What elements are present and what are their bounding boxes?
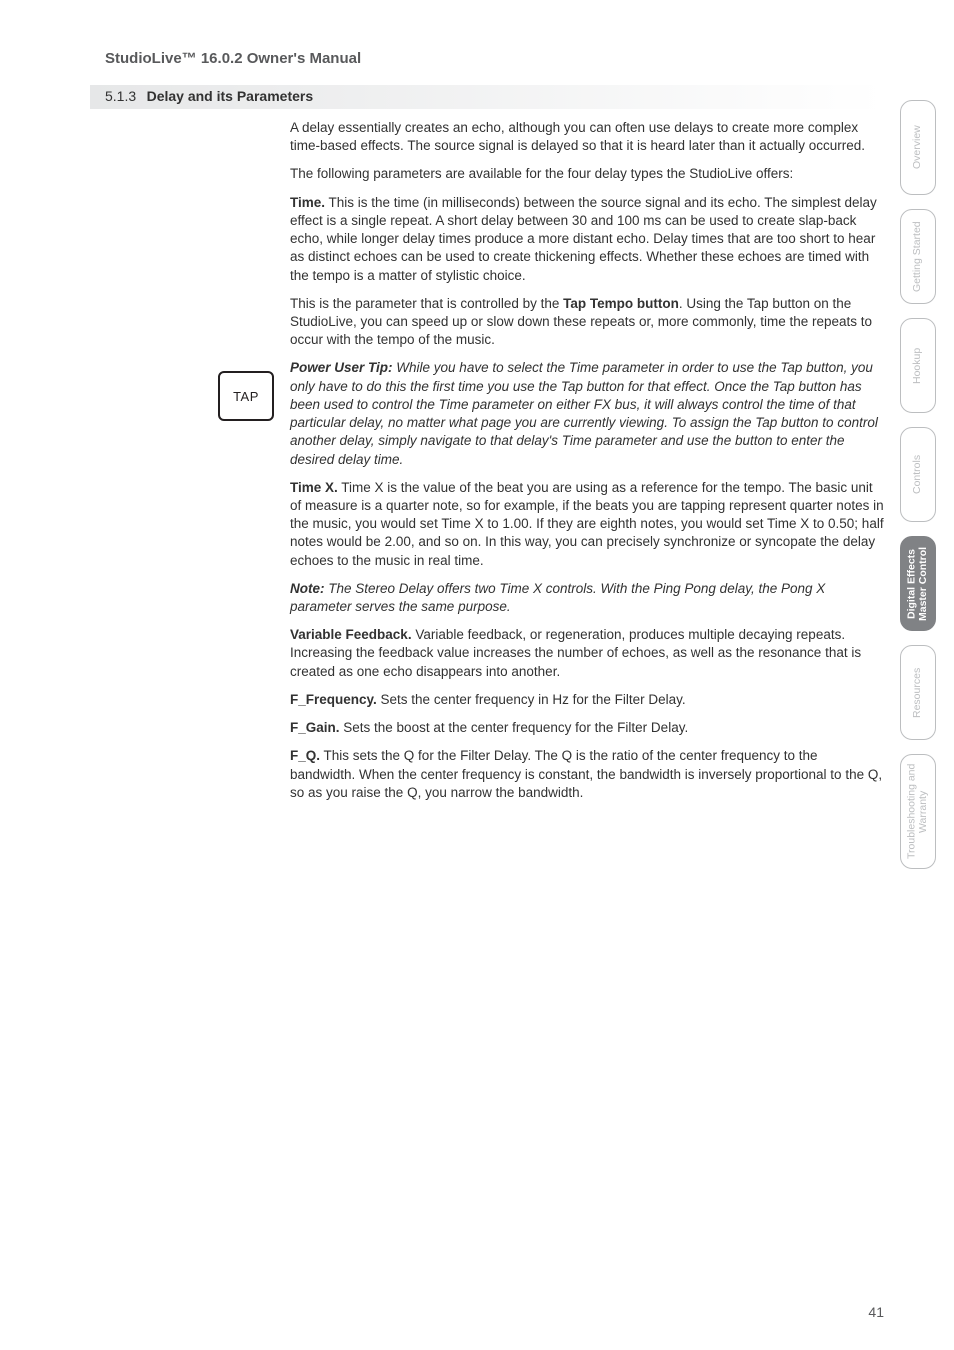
body-content: A delay essentially creates an echo, alt… [290,119,884,802]
tab-digital-effects[interactable]: Digital Effects Master Control [900,536,936,631]
fg-label: F_Gain. [290,720,340,735]
tab-resources[interactable]: Resources [900,645,936,740]
section-header: 5.1.3 Delay and its Parameters [90,85,884,109]
tab-controls[interactable]: Controls [900,427,936,522]
time-body: This is the time (in milliseconds) betwe… [290,195,877,283]
tap-button-label: TAP [233,389,259,404]
tap-button-graphic: TAP [218,371,274,421]
para-tip: Power User Tip: While you have to select… [290,359,884,468]
para-fg: F_Gain. Sets the boost at the center fre… [290,719,884,737]
ff-body: Sets the center frequency in Hz for the … [377,692,686,707]
note-label: Note: [290,581,325,596]
side-tabs: Overview Getting Started Hookup Controls… [900,100,936,869]
fg-body: Sets the boost at the center frequency f… [340,720,689,735]
para-note: Note: The Stereo Delay offers two Time X… [290,580,884,616]
para-fq: F_Q. This sets the Q for the Filter Dela… [290,747,884,802]
tab-overview[interactable]: Overview [900,100,936,195]
doc-header: StudioLive™ 16.0.2 Owner's Manual [105,50,884,67]
vf-label: Variable Feedback. [290,627,412,642]
para-params: The following parameters are available f… [290,165,884,183]
tab-troubleshooting[interactable]: Troubleshooting and Warranty [900,754,936,869]
tip-body: While you have to select the Time parame… [290,360,878,466]
tap-bold: Tap Tempo button [563,296,679,311]
tap-intro: This is the parameter that is controlled… [290,296,563,311]
page-number: 41 [868,1304,884,1320]
para-timex: Time X. Time X is the value of the beat … [290,479,884,570]
note-body: The Stereo Delay offers two Time X contr… [290,581,825,614]
para-ff: F_Frequency. Sets the center frequency i… [290,691,884,709]
fq-label: F_Q. [290,748,320,763]
tab-getting-started[interactable]: Getting Started [900,209,936,304]
para-vf: Variable Feedback. Variable feedback, or… [290,626,884,681]
section-title: Delay and its Parameters [147,88,314,104]
time-label: Time. [290,195,325,210]
section-number: 5.1.3 [105,88,136,104]
timex-label: Time X. [290,480,338,495]
tab-hookup[interactable]: Hookup [900,318,936,413]
para-intro: A delay essentially creates an echo, alt… [290,119,884,155]
timex-body: Time X is the value of the beat you are … [290,480,884,568]
fq-body: This sets the Q for the Filter Delay. Th… [290,748,882,799]
para-time: Time. This is the time (in milliseconds)… [290,194,884,285]
para-tap: This is the parameter that is controlled… [290,295,884,350]
ff-label: F_Frequency. [290,692,377,707]
tip-label: Power User Tip: [290,360,393,375]
